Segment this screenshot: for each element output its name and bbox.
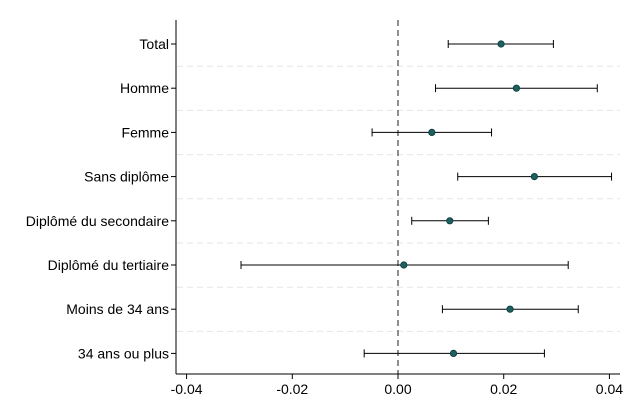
y-tick-label: Total [139, 36, 169, 52]
point-estimate [449, 349, 458, 357]
point-estimate [506, 305, 514, 313]
y-tick-label: Diplômé du secondaire [26, 213, 169, 229]
x-tick-label: 0.00 [384, 381, 411, 397]
point-estimate [428, 128, 436, 136]
y-tick-labels: Total Homme Femme Sans diplôme Diplômé du se… [26, 36, 176, 361]
y-tick-label: 34 ans ou plus [78, 345, 169, 361]
x-tick-label: 0.04 [596, 381, 623, 397]
data-marks [240, 40, 613, 358]
x-tick-label: 0.02 [490, 381, 517, 397]
y-tick-label: Homme [120, 80, 169, 96]
y-tick-label: Diplômé du tertiaire [48, 257, 170, 273]
x-tick-labels: -0.04 -0.02 0.00 0.02 0.04 [171, 374, 623, 397]
point-estimate [512, 84, 521, 92]
point-estimate [400, 261, 408, 269]
x-tick-label: -0.04 [171, 381, 203, 397]
point-estimate [530, 173, 538, 181]
point-estimate [446, 217, 454, 225]
x-tick-label: -0.02 [276, 381, 308, 397]
y-tick-label: Femme [122, 124, 170, 140]
y-tick-label: Sans diplôme [84, 169, 169, 185]
point-estimate [497, 40, 505, 48]
y-tick-label: Moins de 34 ans [66, 301, 169, 317]
